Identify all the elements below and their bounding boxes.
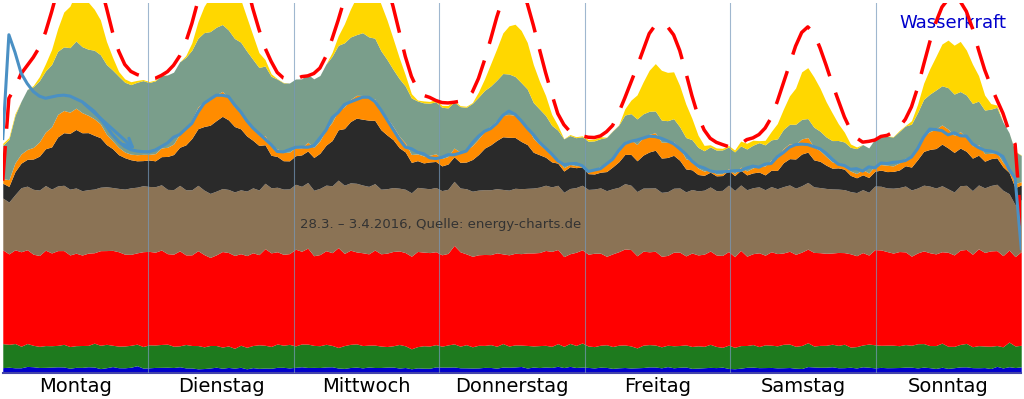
Text: Wasserkraft: Wasserkraft [899, 14, 1006, 32]
Text: 28.3. – 3.4.2016, Quelle: energy-charts.de: 28.3. – 3.4.2016, Quelle: energy-charts.… [300, 218, 582, 231]
